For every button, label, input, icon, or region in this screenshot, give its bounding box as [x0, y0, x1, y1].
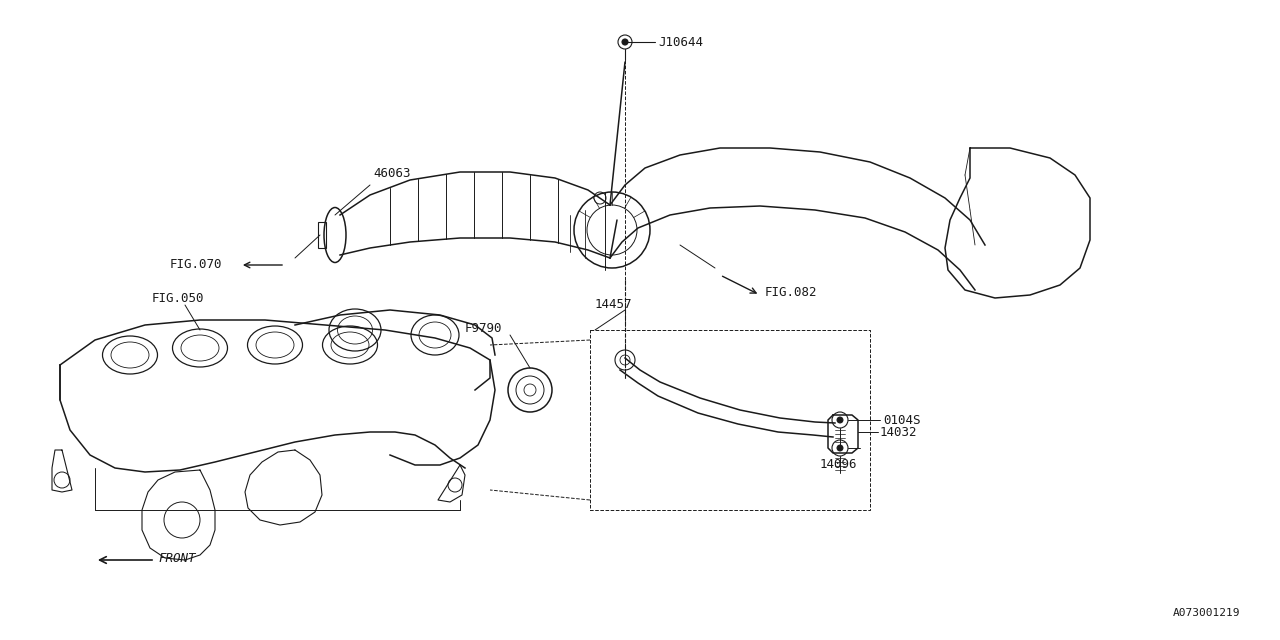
- Text: FIG.070: FIG.070: [170, 259, 223, 271]
- Text: F9790: F9790: [465, 321, 503, 335]
- Text: 14096: 14096: [820, 458, 858, 472]
- Circle shape: [837, 445, 844, 451]
- Text: 46063: 46063: [372, 167, 411, 180]
- Text: J10644: J10644: [658, 35, 703, 49]
- Text: A073001219: A073001219: [1172, 608, 1240, 618]
- Text: 14457: 14457: [595, 298, 632, 312]
- Text: 14032: 14032: [881, 426, 918, 438]
- Circle shape: [837, 417, 844, 423]
- Text: FIG.050: FIG.050: [152, 291, 205, 305]
- Text: 0104S: 0104S: [883, 413, 920, 426]
- Text: FRONT: FRONT: [157, 552, 196, 564]
- Circle shape: [622, 39, 628, 45]
- Text: FIG.082: FIG.082: [765, 285, 818, 298]
